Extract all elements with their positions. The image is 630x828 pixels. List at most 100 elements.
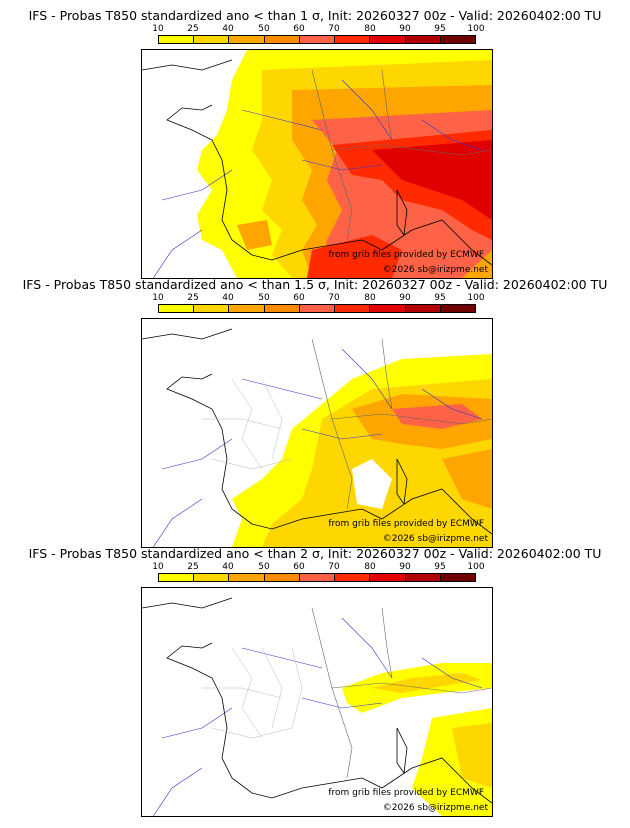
- scale-tick: 60: [293, 24, 305, 34]
- scale-tick: 80: [364, 293, 376, 303]
- scale-tick: 10: [152, 293, 164, 303]
- scale-color-box: [335, 574, 371, 581]
- source-credit: from grib files provided by ECMWF: [328, 250, 484, 260]
- scale-color-box: [405, 574, 441, 581]
- source-credit: from grib files provided by ECMWF: [328, 519, 484, 529]
- scale-color-box: [194, 305, 230, 312]
- prob-80: [372, 140, 492, 220]
- prob-40-west: [237, 220, 272, 250]
- admin-regions: [202, 378, 293, 470]
- scale-tick: 40: [222, 24, 234, 34]
- scale-ticks: 10 25 40 50 60 70 80 90 95 100: [152, 562, 484, 572]
- coastline: [142, 59, 492, 266]
- scale-tick: 25: [187, 562, 199, 572]
- scale-tick: 95: [434, 562, 446, 572]
- prob-70-south: [307, 235, 402, 278]
- scale-color-box: [335, 305, 371, 312]
- scale-color-box: [159, 305, 195, 312]
- scale-tick: 100: [467, 24, 485, 34]
- scale-tick: 50: [258, 562, 270, 572]
- probability-map: from grib files provided by ECMWF ©2026 …: [141, 587, 493, 817]
- scale-tick: 80: [364, 24, 376, 34]
- scale-ticks: 10 25 40 50 60 70 80 90 95 100: [152, 293, 484, 303]
- scale-color-box: [440, 305, 475, 312]
- prob-60: [392, 404, 482, 429]
- scale-tick: 25: [187, 293, 199, 303]
- scale-color-box: [194, 36, 230, 43]
- borders: [311, 607, 492, 779]
- scale-tick: 60: [293, 293, 305, 303]
- coastline: [142, 597, 492, 804]
- borders: [311, 338, 492, 510]
- scale-tick: 100: [467, 293, 485, 303]
- scale-color-box: [159, 574, 195, 581]
- scale-color-box: [159, 36, 195, 43]
- scale-tick: 90: [399, 562, 411, 572]
- scale-color-box: [264, 36, 300, 43]
- source-credit: from grib files provided by ECMWF: [328, 788, 484, 798]
- borders: [311, 69, 492, 241]
- scale-color-box: [229, 36, 265, 43]
- scale-color-box: [370, 574, 406, 581]
- scale-tick: 60: [293, 562, 305, 572]
- panel-title: IFS - Probas T850 standardized ano < tha…: [28, 546, 602, 561]
- scale-tick: 10: [152, 562, 164, 572]
- map-canvas: [142, 50, 492, 278]
- admin-regions: [202, 647, 303, 739]
- scale-tick: 10: [152, 24, 164, 34]
- scale-color-box: [405, 36, 441, 43]
- coastline: [142, 328, 492, 535]
- scale-tick: 70: [328, 293, 340, 303]
- scale-tick: 95: [434, 293, 446, 303]
- copyright-credit: ©2026 sb@irizpme.net: [382, 534, 488, 544]
- scale-color-box: [299, 574, 336, 581]
- scale-color-box: [299, 305, 336, 312]
- probability-map: from grib files provided by ECMWF ©2026 …: [141, 318, 493, 548]
- color-scale: 10 25 40 50 60 70 80 90 95 100: [152, 24, 485, 46]
- scale-tick: 90: [399, 24, 411, 34]
- scale-tick: 25: [187, 24, 199, 34]
- scale-tick: 40: [222, 562, 234, 572]
- rivers: [152, 79, 483, 278]
- land-clear-south: [352, 459, 392, 509]
- scale-color-box: [194, 574, 230, 581]
- scale-tick: 90: [399, 293, 411, 303]
- scale-color-box: [335, 36, 371, 43]
- scale-ticks: 10 25 40 50 60 70 80 90 95 100: [152, 24, 484, 34]
- scale-tick: 50: [258, 24, 270, 34]
- scale-color-box: [299, 36, 336, 43]
- panel-title: IFS - Probas T850 standardized ano < tha…: [28, 8, 602, 23]
- prob-25-east: [442, 449, 492, 509]
- scale-color-box: [440, 574, 475, 581]
- map-canvas: [142, 597, 492, 816]
- copyright-credit: ©2026 sb@irizpme.net: [382, 803, 488, 813]
- scale-tick: 80: [364, 562, 376, 572]
- scale-color-box: [264, 574, 300, 581]
- map-canvas: [142, 328, 492, 547]
- scale-boxes: [158, 573, 476, 582]
- rivers: [152, 348, 483, 547]
- probability-map: from grib files provided by ECMWF ©2026 …: [141, 49, 493, 279]
- map-panel-3: IFS - Probas T850 standardized ano < tha…: [0, 546, 630, 817]
- scale-tick: 100: [467, 562, 485, 572]
- color-scale: 10 25 40 50 60 70 80 90 95 100: [152, 562, 485, 584]
- scale-tick: 50: [258, 293, 270, 303]
- map-panel-2: IFS - Probas T850 standardized ano < tha…: [0, 277, 630, 548]
- panel-title: IFS - Probas T850 standardized ano < tha…: [22, 277, 608, 292]
- scale-color-box: [440, 36, 475, 43]
- color-scale: 10 25 40 50 60 70 80 90 95 100: [152, 293, 485, 315]
- scale-boxes: [158, 35, 476, 44]
- scale-color-box: [370, 305, 406, 312]
- scale-color-box: [229, 305, 265, 312]
- copyright-credit: ©2026 sb@irizpme.net: [382, 265, 488, 275]
- scale-boxes: [158, 304, 476, 313]
- scale-tick: 70: [328, 24, 340, 34]
- prob-25: [372, 673, 482, 693]
- map-panel-1: IFS - Probas T850 standardized ano < tha…: [0, 8, 630, 279]
- scale-color-box: [405, 305, 441, 312]
- scale-tick: 70: [328, 562, 340, 572]
- rivers: [152, 617, 483, 816]
- scale-tick: 40: [222, 293, 234, 303]
- scale-color-box: [264, 305, 300, 312]
- prob-25-se: [452, 723, 492, 788]
